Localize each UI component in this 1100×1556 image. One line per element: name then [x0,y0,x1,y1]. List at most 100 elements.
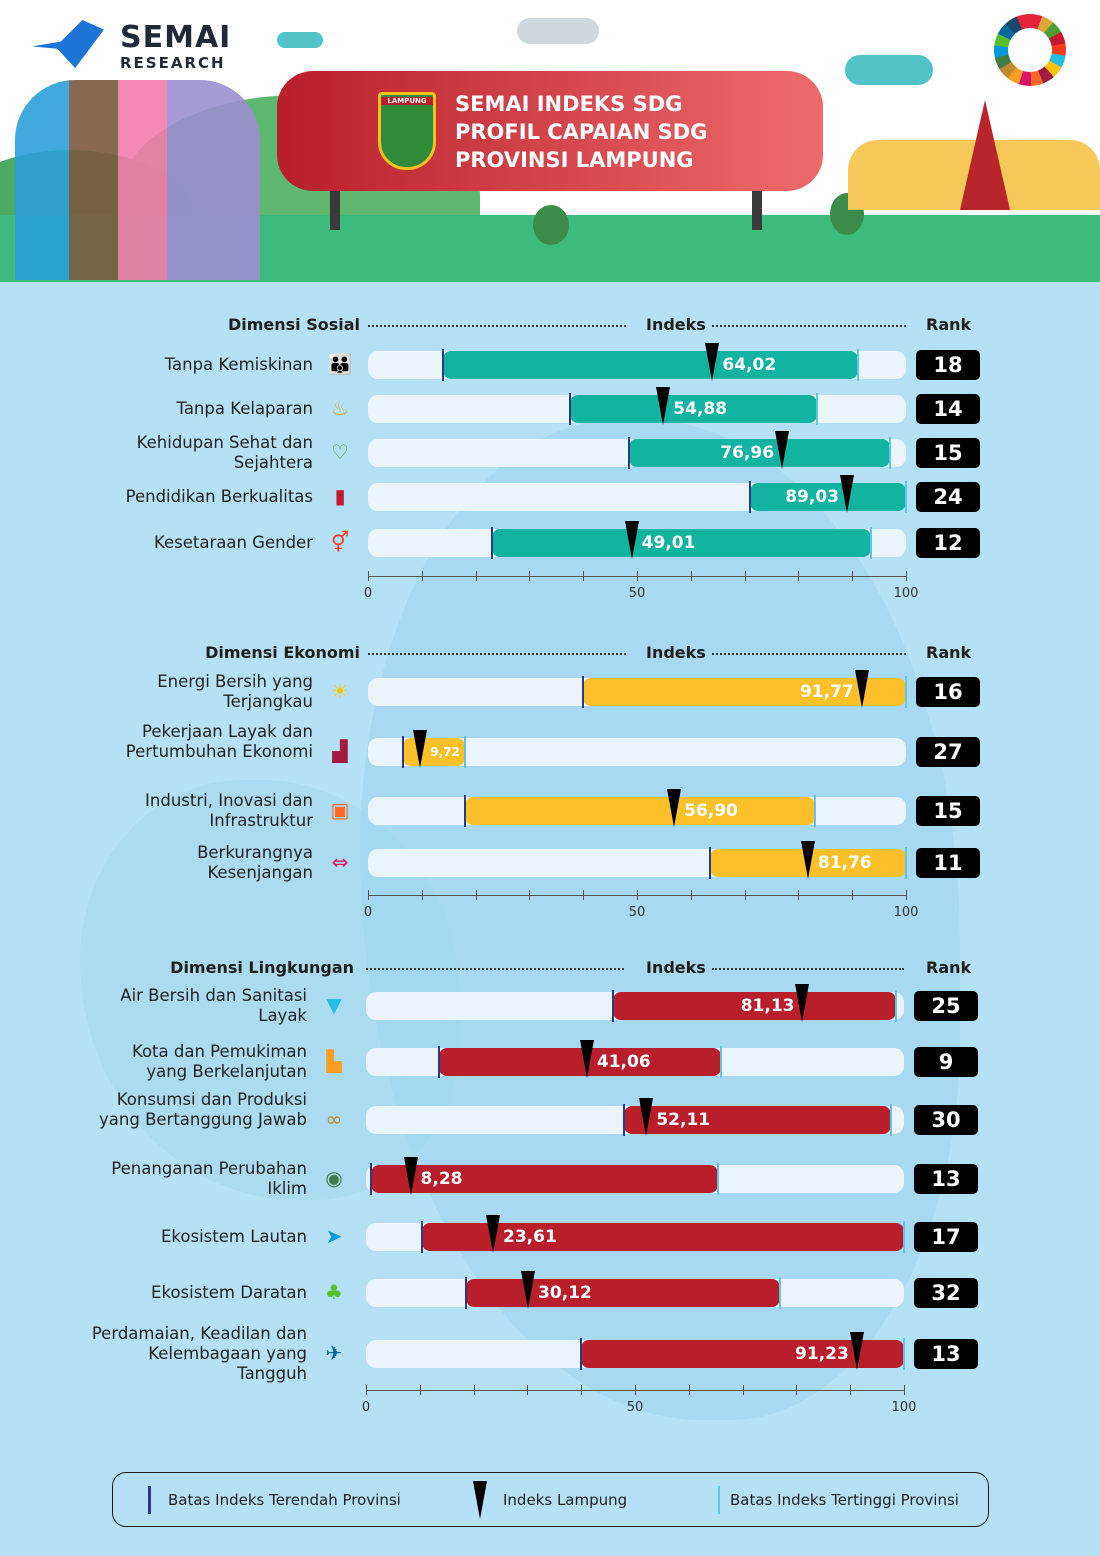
max-line [720,1046,723,1078]
legend-marker-icon [473,1481,487,1519]
axis-tick [744,890,746,900]
row-label: Perdamaian, Keadilan dan Kelembagaan yan… [91,1324,307,1383]
lampung-crest-icon: LAMPUNG [378,92,436,170]
max-line [813,795,816,827]
max-line [903,1221,905,1253]
row-label: Ekosistem Lautan [160,1227,307,1246]
axis-tick [688,1385,690,1395]
rank-badge: 13 [914,1164,978,1194]
title-line: PROVINSI LAMPUNG [455,148,694,172]
lampung-marker-icon [667,789,682,827]
rank-badge: 18 [916,350,980,380]
tick-label: 0 [363,586,373,601]
max-line [463,736,466,768]
min-line [421,1221,424,1253]
axis-tick [529,890,531,900]
rank-badge: 32 [914,1278,978,1308]
rank-badge: 27 [916,737,980,767]
range-bar [628,439,890,467]
lampung-marker-icon [579,1040,594,1078]
row-label: Ekosistem Daratan [151,1283,307,1302]
row-label: Penanganan Perubahan Iklim [111,1159,307,1198]
lampung-marker-icon [775,431,790,469]
eye-globe-icon: ◉ [325,1166,343,1190]
axis-tick [850,1385,852,1395]
header-banner: SEMAI RESEARCH LAMPUNG SEMAI INDEKS SDG … [0,0,1100,282]
row-label: Konsumsi dan Produksi yang Bertanggung J… [99,1090,307,1129]
range-bar [569,395,818,423]
index-column-header: Indeks [646,958,706,977]
value-label: 23,61 [503,1227,557,1247]
min-line [464,1277,467,1309]
axis-tick [368,571,369,581]
value-label: 64,02 [722,355,777,375]
lampung-marker-icon [656,387,671,425]
min-line [627,437,630,469]
dove-icon: ✈ [325,1341,343,1365]
tick-label: 100 [891,1400,917,1415]
max-line [903,1338,905,1370]
axis-tick [637,571,638,581]
axis-tick [368,890,369,900]
min-line [580,1338,583,1370]
axis-tick [742,1385,744,1395]
value-label: 52,11 [656,1110,711,1130]
cloud [517,18,599,44]
axis-tick [529,571,531,581]
axis-tick [421,890,423,900]
range-bar [464,797,815,825]
axis-tick [583,571,585,581]
title-line: PROFIL CAPAIAN SDG [455,120,708,144]
tree [533,205,569,245]
range-bar [624,1106,891,1134]
map-silhouette [360,420,960,1420]
rank-badge: 16 [916,677,980,707]
billboard-post [752,180,762,230]
index-column-header: Indeks [646,643,706,662]
min-line [568,393,571,425]
value-label: 54,88 [673,399,728,419]
min-line [401,736,404,768]
range-bar [438,1048,722,1076]
max-line [870,527,873,559]
axis-tick [906,890,907,900]
min-line [370,1163,373,1195]
min-line [437,1046,440,1078]
row-label: Air Bersih dan Sanitasi Layak [120,986,307,1025]
max-line [905,676,907,708]
page-title: SEMAI INDEKS SDG PROFIL CAPAIAN SDG PROV… [455,90,707,174]
rank-badge: 25 [914,991,978,1021]
row-label: Berkurangnya Kesenjangan [197,843,313,882]
axis-tick [583,890,585,900]
legend-max-label: Batas Indeks Tertinggi Provinsi [730,1491,959,1509]
min-line [442,349,445,381]
rank-badge: 15 [916,796,980,826]
row-label: Tanpa Kemiskinan [164,355,313,374]
rank-badge: 11 [916,848,980,878]
min-line [708,847,711,879]
axis-tick [419,1385,421,1395]
legend-marker-label: Indeks Lampung [503,1491,628,1509]
max-line [889,1104,892,1136]
billboard-post [330,180,340,230]
axis-tick [798,890,800,900]
dotted-divider [712,325,906,327]
max-line [905,481,907,513]
cloud [845,55,933,85]
value-label: 41,06 [596,1052,651,1072]
equality-arrows-icon: ⇔ [331,850,349,874]
range-bar [749,483,906,511]
min-line [623,1104,626,1136]
cloud [277,32,323,48]
rank-badge: 15 [916,438,980,468]
tick-label: 50 [628,905,646,920]
min-line [463,795,466,827]
range-bar [465,1279,781,1307]
axis-tick [527,1385,529,1395]
min-line [612,990,615,1022]
rank-column-header: Rank [926,958,972,977]
lampung-marker-icon [705,343,720,381]
semai-logo: SEMAI RESEARCH [120,22,231,73]
tick-label: 50 [626,1400,644,1415]
row-label: Industri, Inovasi dan Infrastruktur [145,791,313,830]
